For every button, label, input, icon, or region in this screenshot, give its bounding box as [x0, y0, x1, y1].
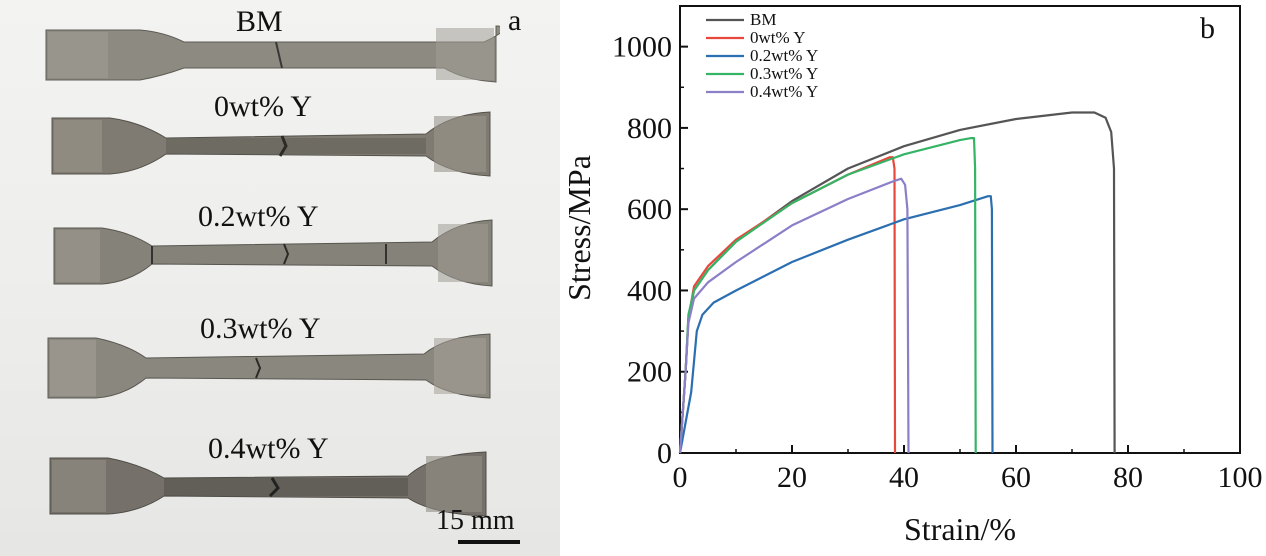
specimen-label-bm: BM: [236, 5, 283, 38]
y-tick-label: 0: [657, 437, 672, 470]
specimen-label-0-2wt: 0.2wt% Y: [198, 200, 319, 233]
specimen-bm: [45, 25, 500, 83]
series-line-0: [678, 111, 1116, 454]
legend-label-1: 0wt% Y: [750, 28, 806, 47]
y-tick-label: 800: [627, 112, 672, 145]
x-tick-label: 40: [889, 461, 919, 494]
panel-letter-a: a: [508, 4, 522, 37]
specimen-photo-panel: a BM 0wt% Y 0.2wt% Y 0.3wt% Y 0.4wt% Y: [0, 0, 560, 556]
legend-label-2: 0.2wt% Y: [750, 46, 818, 65]
series-line-2: [678, 195, 994, 454]
specimen-label-0wt: 0wt% Y: [214, 90, 313, 123]
specimen-0-4wt: [49, 451, 487, 517]
specimen-label-0-4wt: 0.4wt% Y: [208, 432, 329, 465]
panel-letter-b: b: [1200, 12, 1215, 45]
y-axis-ticks: 0 200 400 600 800 1000: [612, 31, 688, 470]
x-axis-ticks: 0 20 40 60 80 100: [673, 445, 1263, 494]
x-tick-label: 100: [1218, 461, 1263, 494]
scale-bar-label: 15 mm: [436, 505, 515, 536]
series-line-4: [678, 177, 910, 454]
series-line-3: [678, 137, 977, 454]
legend-label-4: 0.4wt% Y: [750, 82, 818, 101]
specimen-0-2wt: [53, 219, 493, 287]
x-tick-label: 0: [673, 461, 688, 494]
specimen-0wt: [51, 111, 491, 177]
y-axis-title: Stress/MPa: [561, 155, 597, 301]
x-tick-label: 60: [1001, 461, 1031, 494]
specimen-label-0-3wt: 0.3wt% Y: [200, 312, 321, 345]
series-layer: [678, 111, 1116, 454]
x-tick-label: 80: [1113, 461, 1143, 494]
y-tick-label: 1000: [612, 31, 672, 64]
y-tick-label: 200: [627, 356, 672, 389]
y-tick-label: 600: [627, 193, 672, 226]
x-axis-title: Strain/%: [904, 511, 1016, 547]
specimen-0-3wt: [47, 333, 491, 399]
x-tick-label: 20: [777, 461, 807, 494]
scale-bar: [458, 540, 520, 544]
y-tick-label: 400: [627, 274, 672, 307]
legend-label-3: 0.3wt% Y: [750, 64, 818, 83]
legend-label-0: BM: [750, 10, 776, 29]
